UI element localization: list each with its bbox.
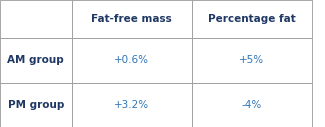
Text: -4%: -4% bbox=[242, 100, 262, 110]
Bar bbox=[192, 38, 312, 83]
Bar bbox=[192, 83, 312, 127]
Bar bbox=[72, 38, 192, 83]
Text: AM group: AM group bbox=[7, 55, 64, 65]
Bar bbox=[0, 0, 72, 38]
Text: Percentage fat: Percentage fat bbox=[208, 14, 296, 24]
Text: Fat-free mass: Fat-free mass bbox=[91, 14, 172, 24]
Bar bbox=[192, 0, 312, 38]
Text: +3.2%: +3.2% bbox=[114, 100, 149, 110]
Bar bbox=[72, 83, 192, 127]
Text: +5%: +5% bbox=[239, 55, 265, 65]
Text: +0.6%: +0.6% bbox=[114, 55, 149, 65]
Bar bbox=[0, 83, 72, 127]
Bar bbox=[72, 0, 192, 38]
Bar bbox=[0, 38, 72, 83]
Text: PM group: PM group bbox=[7, 100, 64, 110]
